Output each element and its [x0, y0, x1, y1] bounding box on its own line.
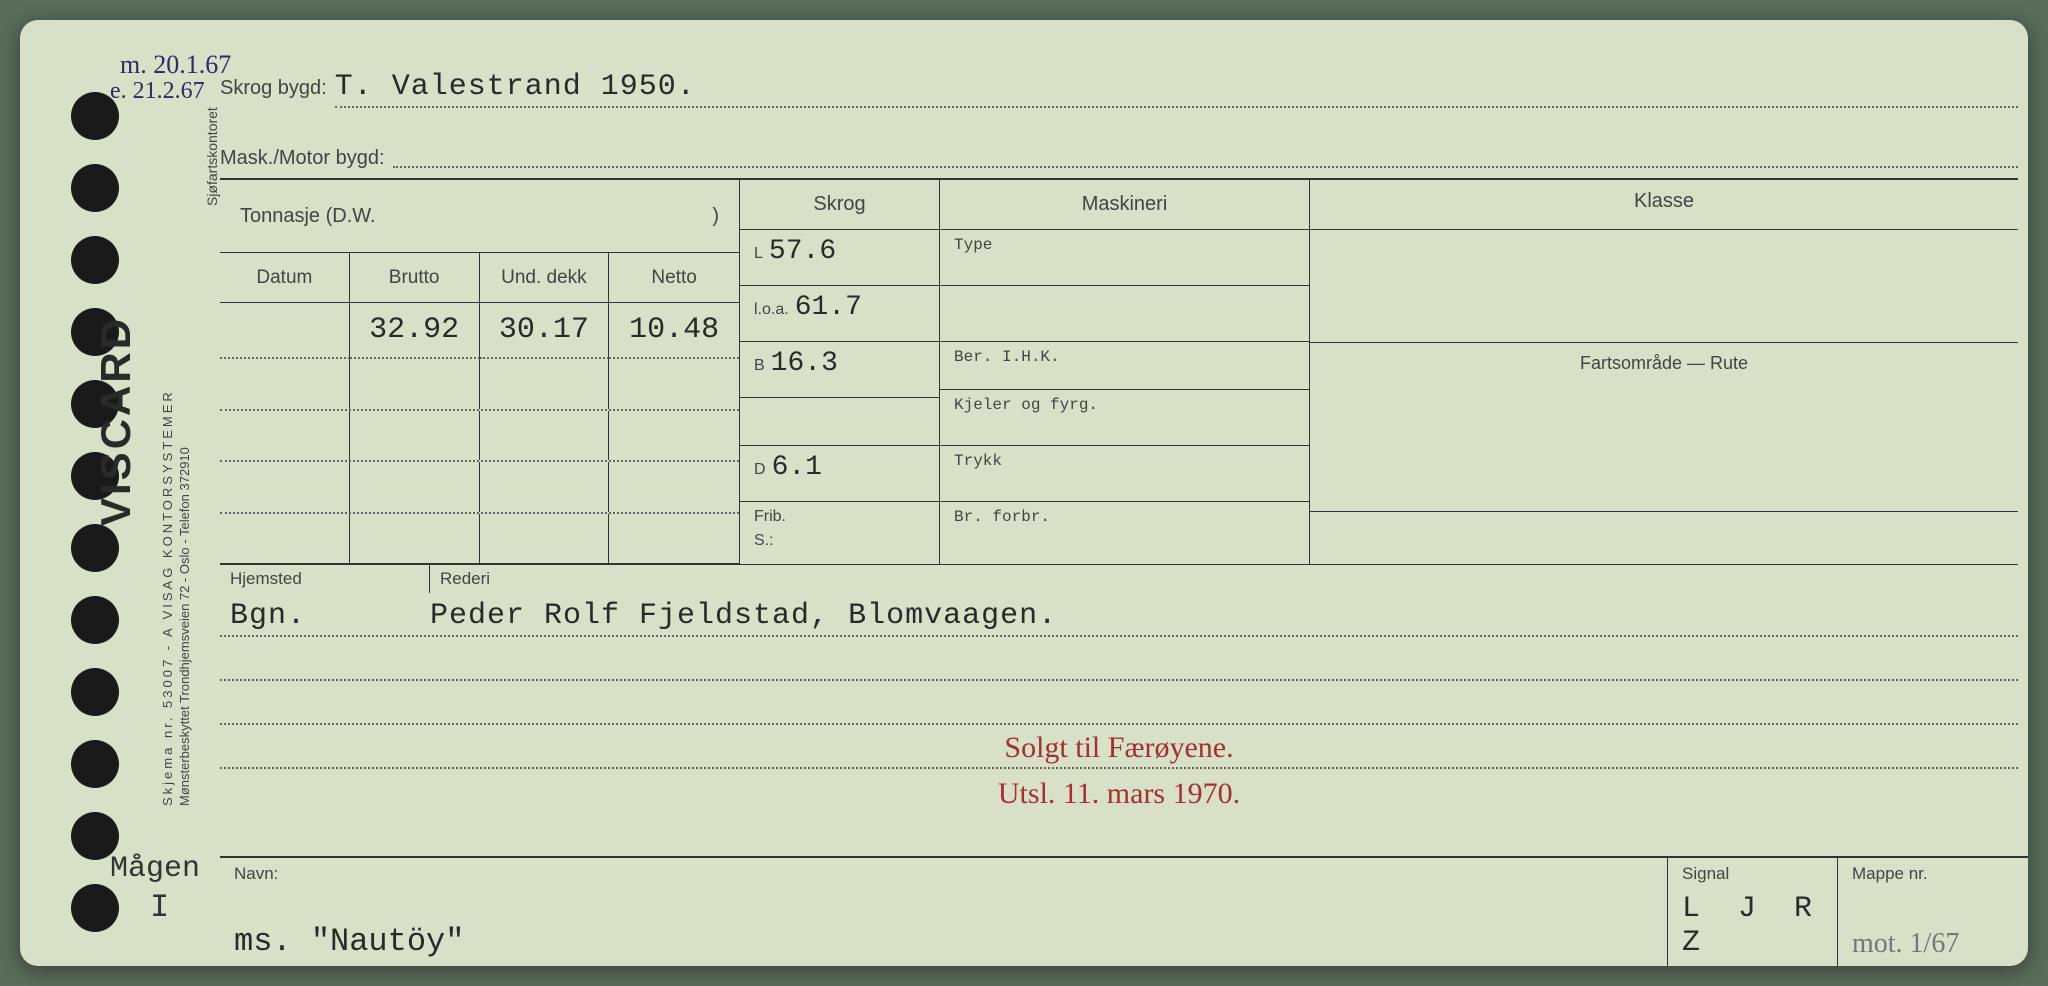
val-und: 30.17 [480, 303, 610, 359]
br-label: Br. forbr. [940, 502, 1309, 564]
maskineri-header: Maskineri [940, 180, 1309, 230]
tonnasje-label: Tonnasje (D.W. [240, 205, 376, 228]
maskineri-column: Maskineri Type Ber. I.H.K. Kjeler og fyr… [940, 180, 1310, 564]
mask-bygd-label: Mask./Motor bygd: [220, 147, 385, 170]
navn-label: Navn: [234, 864, 1653, 884]
form-number: Skjema nr. 53007 - A VISAG KONTORSYSTEME… [160, 389, 175, 806]
rederi-value: Peder Rolf Fjeldstad, Blomvaagen. [430, 599, 1057, 633]
klasse-header: Klasse [1310, 180, 2018, 230]
val-netto: 10.48 [609, 303, 739, 359]
handwritten-magen-sub: I [150, 889, 169, 926]
punch-hole [71, 164, 119, 212]
punch-hole [71, 884, 119, 932]
punch-hole [71, 596, 119, 644]
kjeler-label: Kjeler og fyrg. [940, 390, 1309, 446]
val-brutto: 32.92 [350, 303, 480, 359]
index-card: VISCARD Skjema nr. 53007 - A VISAG KONTO… [20, 20, 2028, 966]
mappe-value: mot. 1/67 [1852, 928, 2014, 960]
sjofartskontoret-label: Sjøfartskontoret [204, 107, 220, 206]
owner-section: Hjemsted Rederi Bgn. Peder Rolf Fjeldsta… [220, 564, 2018, 813]
bottom-bar: Navn: ms. "Nautöy" Signal L J R Z Mappe … [220, 856, 2028, 966]
skrog-Loa: 61.7 [795, 292, 862, 323]
skrog-bygd-label: Skrog bygd: [220, 77, 327, 100]
fartsomrade-label: Fartsområde — Rute [1310, 343, 2018, 399]
type-label: Type [940, 230, 1309, 286]
handwritten-note-1: Solgt til Færøyene. [1004, 731, 1233, 765]
punch-hole [71, 668, 119, 716]
skrog-D: 6.1 [772, 452, 822, 483]
punch-hole [71, 740, 119, 788]
data-grid: Tonnasje (D.W. ) Skrog L57.6 l.o.a.61.7 … [220, 178, 2018, 564]
col-und: Und. dekk [480, 253, 610, 303]
handwritten-magen: Mågen [110, 852, 200, 886]
card-body: Skrog bygd: T. Valestrand 1950. Mask./Mo… [220, 20, 2028, 966]
col-datum: Datum [220, 253, 350, 303]
rederi-label: Rederi [430, 565, 2018, 593]
mask-bygd-row: Mask./Motor bygd: [220, 130, 2018, 170]
signal-label: Signal [1682, 864, 1823, 884]
punch-hole [71, 524, 119, 572]
trykk-label: Trykk [940, 446, 1309, 502]
frib-label: Frib. [754, 508, 786, 526]
col-netto: Netto [609, 253, 739, 303]
skrog-B: 16.3 [771, 348, 838, 379]
col-brutto: Brutto [350, 253, 480, 303]
hjemsted-value: Bgn. [230, 599, 430, 633]
skrog-column: Skrog L57.6 l.o.a.61.7 B16.3 D6.1 Frib. … [740, 180, 940, 564]
skrog-header: Skrog [740, 180, 939, 230]
handwritten-date-1: m. 20.1.67 [120, 50, 231, 80]
navn-cell: Navn: ms. "Nautöy" [220, 858, 1668, 966]
klasse-column: Klasse Fartsområde — Rute [1310, 180, 2018, 512]
hjemsted-label: Hjemsted [220, 565, 430, 593]
form-address: Mønsterbeskyttet Trondhjemsveien 72 - Os… [177, 447, 192, 806]
ber-label: Ber. I.H.K. [940, 342, 1309, 390]
s-label: S.: [754, 532, 774, 550]
tonnasje-header: Tonnasje (D.W. ) [220, 180, 740, 253]
tonnasje-subgrid: Datum Brutto Und. dekk Netto 32.92 30.17… [220, 253, 740, 564]
brand-logo: VISCARD [92, 316, 140, 526]
signal-value: L J R Z [1682, 892, 1823, 960]
mappe-cell: Mappe nr. mot. 1/67 [1838, 858, 2028, 966]
skrog-bygd-row: Skrog bygd: T. Valestrand 1950. [220, 70, 2018, 108]
skrog-L: 57.6 [769, 236, 836, 267]
punch-hole [71, 236, 119, 284]
handwritten-date-2: e. 21.2.67 [110, 78, 205, 105]
val-datum [220, 303, 350, 359]
navn-value: ms. "Nautöy" [234, 923, 1653, 960]
fartsomrade-body [1310, 399, 2018, 511]
mappe-label: Mappe nr. [1852, 864, 2014, 884]
handwritten-note-2: Utsl. 11. mars 1970. [998, 777, 1240, 811]
signal-cell: Signal L J R Z [1668, 858, 1838, 966]
klasse-body [1310, 230, 2018, 343]
skrog-bygd-value: T. Valestrand 1950. [335, 70, 696, 104]
tonnasje-close: ) [712, 205, 719, 228]
